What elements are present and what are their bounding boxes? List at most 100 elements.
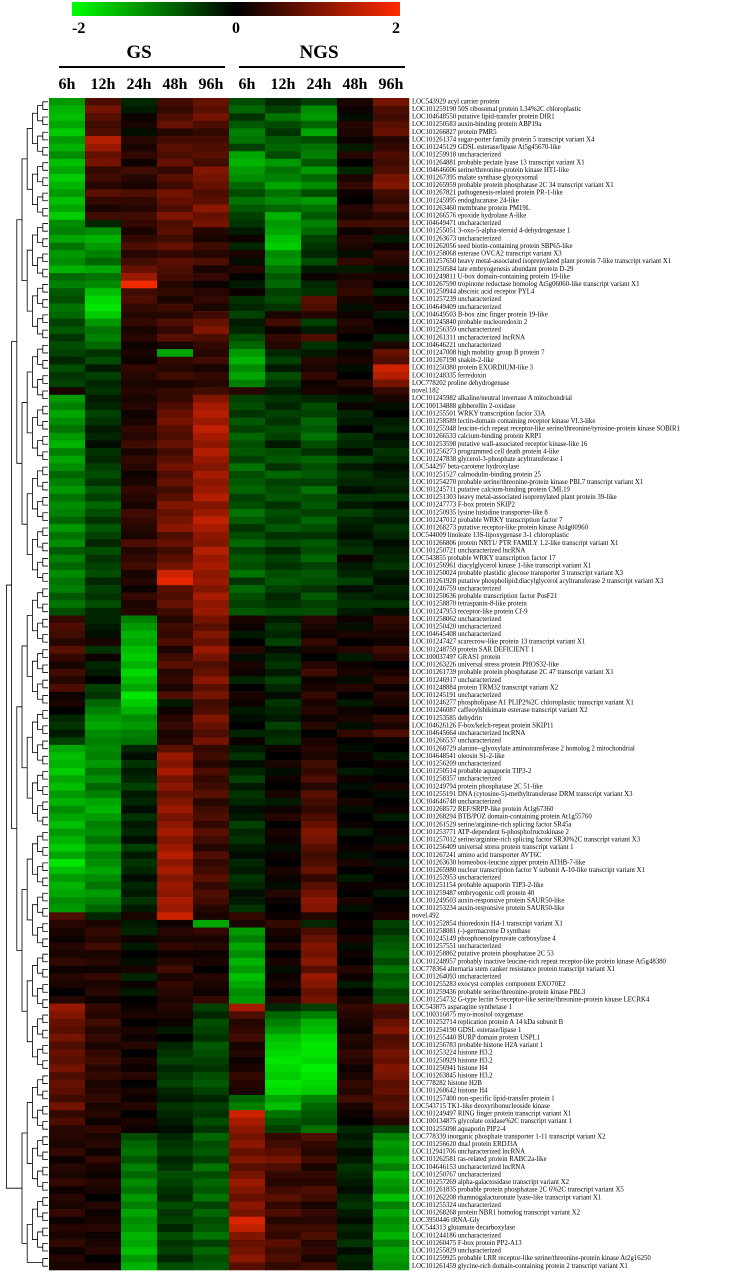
heatmap-cell (373, 174, 410, 183)
heatmap-cell (121, 1087, 158, 1096)
heatmap-cell (373, 531, 410, 540)
heatmap-cell (301, 204, 338, 213)
heatmap-cell (301, 661, 338, 670)
heatmap-cell (193, 554, 230, 563)
heatmap-cell (193, 1125, 230, 1134)
heatmap-cell (193, 303, 230, 312)
heatmap-cell (229, 486, 266, 495)
column-label: 6h (59, 76, 76, 93)
heatmap-cell (193, 1041, 230, 1050)
heatmap-cell (157, 143, 194, 152)
heatmap-cells (49, 98, 410, 1271)
dendrogram-branch (42, 1090, 48, 1100)
heatmap-cell (301, 1163, 338, 1172)
heatmap-cell (301, 257, 338, 266)
heatmap-cell (229, 1003, 266, 1012)
heatmap-cell (229, 1133, 266, 1141)
heatmap-cell (193, 166, 230, 175)
dendrogram-branch (42, 816, 48, 826)
heatmap-cell (373, 577, 410, 586)
dendrogram-branch (21, 1132, 28, 1244)
heatmap-cell (373, 1163, 410, 1172)
row-label: LOC101264093 uncharacterized (412, 974, 501, 981)
heatmap-cell (337, 1254, 374, 1263)
heatmap-cell (337, 1186, 374, 1195)
row-label: LOC101268572 REF/SRPP-like protein At1g6… (412, 806, 554, 813)
heatmap-cell (229, 402, 266, 411)
heatmap-cell (265, 790, 302, 799)
heatmap-cell (121, 980, 158, 989)
row-label: LOC101261739 probable protein phosphatas… (412, 669, 614, 676)
heatmap-cell (193, 859, 230, 867)
heatmap-cell (229, 668, 266, 677)
heatmap-cell (85, 303, 122, 312)
heatmap-cell (121, 1125, 158, 1134)
heatmap-cell (301, 501, 338, 510)
heatmap-cell (337, 257, 374, 266)
heatmap-cell (265, 942, 302, 951)
heatmap-cell (265, 311, 302, 320)
heatmap-cell (337, 341, 374, 350)
dendrogram-branch (42, 390, 48, 400)
heatmap-cell (49, 1186, 86, 1195)
heatmap-cell (193, 676, 230, 685)
heatmap-cell (337, 311, 374, 320)
heatmap-cell (373, 402, 410, 411)
heatmap-cell (373, 98, 410, 106)
row-label: LOC101253234 auxin-responsive protein SA… (412, 905, 564, 912)
heatmap-cell (265, 1049, 302, 1058)
heatmap-cell (373, 554, 410, 563)
heatmap-cell (265, 128, 302, 137)
heatmap-cell (373, 1056, 410, 1065)
dendrogram-branch (42, 436, 48, 445)
heatmap-cell (301, 387, 338, 396)
row-label: LOC101255440 BURP domain protein USPL1 (412, 1034, 540, 1041)
heatmap-cell (85, 341, 122, 350)
row-label: LOC101255501 WRKY transcription factor 3… (412, 410, 545, 417)
heatmap-cell (301, 280, 338, 289)
heatmap-cell (193, 1239, 230, 1248)
heatmap-cell (157, 706, 194, 715)
heatmap-cell (85, 592, 122, 601)
heatmap-cell (337, 798, 374, 807)
heatmap-cell (193, 181, 230, 190)
heatmap-cell (229, 166, 266, 175)
heatmap-cell (85, 1056, 122, 1065)
heatmap-cell (85, 189, 122, 198)
heatmap-cell (49, 699, 86, 708)
dendrogram-branch (21, 889, 28, 1012)
heatmap-cell (49, 432, 86, 441)
heatmap-cell (229, 105, 266, 114)
row-label: LOC101247953 receptor-like protein Cf-9 (412, 608, 528, 615)
heatmap-cell (337, 843, 374, 852)
row-label: LOC101250514 probable aquaporin TIP3-2 (412, 768, 532, 775)
heatmap-cell (373, 1178, 410, 1187)
heatmap-cell (193, 379, 230, 388)
heatmap-cell (121, 470, 158, 479)
heatmap-cell (265, 569, 302, 578)
heatmap-cell (229, 470, 266, 479)
heatmap-cell (229, 273, 266, 281)
heatmap-cell (373, 1125, 410, 1134)
dendrogram-branch (42, 1212, 48, 1221)
dendrogram-branch (32, 599, 38, 632)
heatmap-cell (229, 1262, 266, 1271)
heatmap-cell (301, 242, 338, 251)
heatmap-cell (193, 1209, 230, 1218)
heatmap-cell (85, 227, 122, 236)
heatmap-cell (157, 851, 194, 860)
heatmap-cell (157, 889, 194, 898)
heatmap-cell (121, 341, 158, 350)
row-label: LOC101258862 putative protein phosphatas… (412, 951, 554, 958)
heatmap-cell (373, 1171, 410, 1179)
heatmap-cell (265, 889, 302, 898)
row-label: LOC101261311 uncharacterized lncRNA (412, 334, 525, 341)
heatmap-cell (301, 341, 338, 350)
heatmap-cell (121, 1155, 158, 1164)
heatmap-cell (121, 417, 158, 426)
heatmap-cell (157, 1041, 194, 1050)
heatmap-cell (157, 615, 194, 624)
heatmap-cell (265, 714, 302, 723)
heatmap-cell (265, 706, 302, 715)
column-label: 48h (163, 76, 188, 93)
